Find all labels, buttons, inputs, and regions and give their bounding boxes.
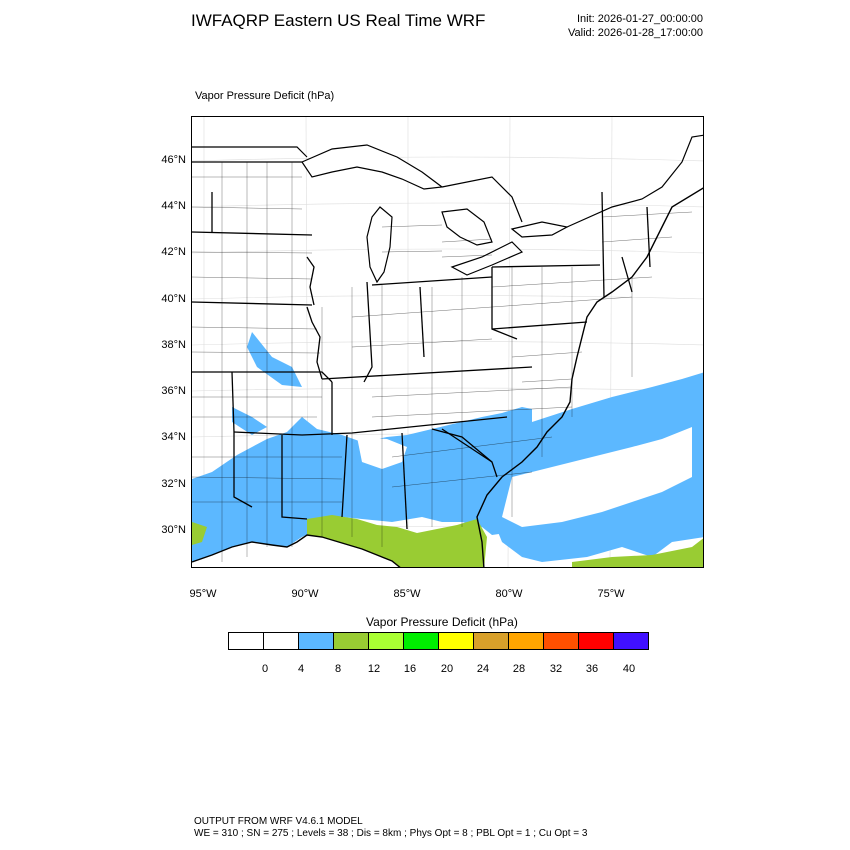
legend-swatch [578,632,614,650]
lat-label: 30°N [161,524,186,536]
lat-label: 40°N [161,293,186,305]
legend-title: Vapor Pressure Deficit (hPa) [366,615,518,629]
legend-swatch [438,632,474,650]
lat-label: 44°N [161,200,186,212]
lon-label: 90°W [291,588,319,600]
color-legend [228,632,649,652]
international-border [192,134,703,228]
legend-tick: 8 [334,663,342,675]
map-title: IWFAQRP Eastern US Real Time WRF [191,11,486,30]
state-boundaries [192,161,651,530]
field-label: Vapor Pressure Deficit (hPa) [195,90,335,102]
legend-tick: 36 [585,663,599,675]
legend-swatch [613,632,649,650]
valid-time: Valid: 2026-01-28_17:00:00 [568,27,703,39]
lat-label: 38°N [161,339,186,351]
init-time: Init: 2026-01-27_00:00:00 [577,13,703,25]
legend-swatch [228,632,264,650]
legend-tick: 24 [476,663,490,675]
legend-tick: 20 [440,663,454,675]
legend-swatch [473,632,509,650]
lon-label: 80°W [495,588,523,600]
map-canvas [192,117,703,567]
gulf-coastline [192,534,401,567]
legend-tick: 28 [512,663,526,675]
map-panel [191,116,704,568]
legend-tick: 0 [261,663,269,675]
legend-swatch [368,632,404,650]
lat-label: 46°N [161,154,186,166]
legend-swatch [263,632,299,650]
great-lakes [301,144,569,284]
legend-swatch [333,632,369,650]
county-boundaries [192,162,693,562]
legend-tick: 12 [367,663,381,675]
lat-label: 32°N [161,478,186,490]
legend-tick: 16 [403,663,417,675]
lon-label: 95°W [189,588,217,600]
lon-label: 85°W [393,588,421,600]
legend-tick: 32 [549,663,563,675]
legend-swatch [508,632,544,650]
legend-tick: 4 [297,663,305,675]
model-info: OUTPUT FROM WRF V4.6.1 MODEL [194,816,363,827]
legend-tick: 40 [622,663,636,675]
lat-label: 36°N [161,385,186,397]
lat-label: 42°N [161,246,186,258]
model-config: WE = 310 ; SN = 275 ; Levels = 38 ; Dis … [194,828,588,839]
lon-label: 75°W [597,588,625,600]
legend-swatch [298,632,334,650]
legend-swatch [403,632,439,650]
legend-swatch [543,632,579,650]
lat-label: 34°N [161,431,186,443]
